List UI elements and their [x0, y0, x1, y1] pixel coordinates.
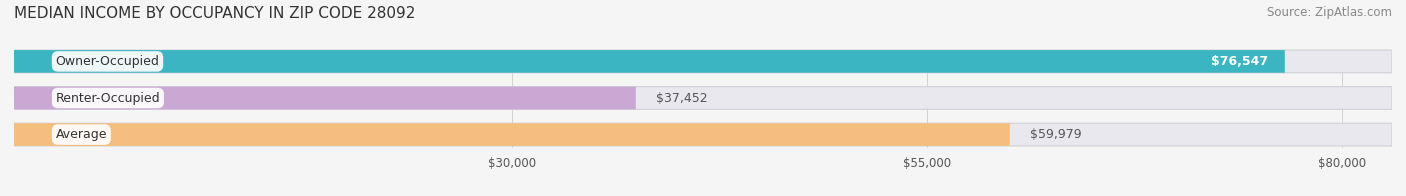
FancyBboxPatch shape — [14, 87, 1392, 109]
Text: Owner-Occupied: Owner-Occupied — [56, 55, 159, 68]
Text: $37,452: $37,452 — [655, 92, 707, 104]
Text: Renter-Occupied: Renter-Occupied — [56, 92, 160, 104]
FancyBboxPatch shape — [14, 50, 1285, 73]
FancyBboxPatch shape — [14, 123, 1010, 146]
Text: MEDIAN INCOME BY OCCUPANCY IN ZIP CODE 28092: MEDIAN INCOME BY OCCUPANCY IN ZIP CODE 2… — [14, 6, 415, 21]
FancyBboxPatch shape — [14, 87, 636, 109]
Text: $59,979: $59,979 — [1029, 128, 1081, 141]
Text: Average: Average — [56, 128, 107, 141]
FancyBboxPatch shape — [14, 123, 1392, 146]
FancyBboxPatch shape — [14, 50, 1392, 73]
Text: $76,547: $76,547 — [1211, 55, 1268, 68]
Text: Source: ZipAtlas.com: Source: ZipAtlas.com — [1267, 6, 1392, 19]
